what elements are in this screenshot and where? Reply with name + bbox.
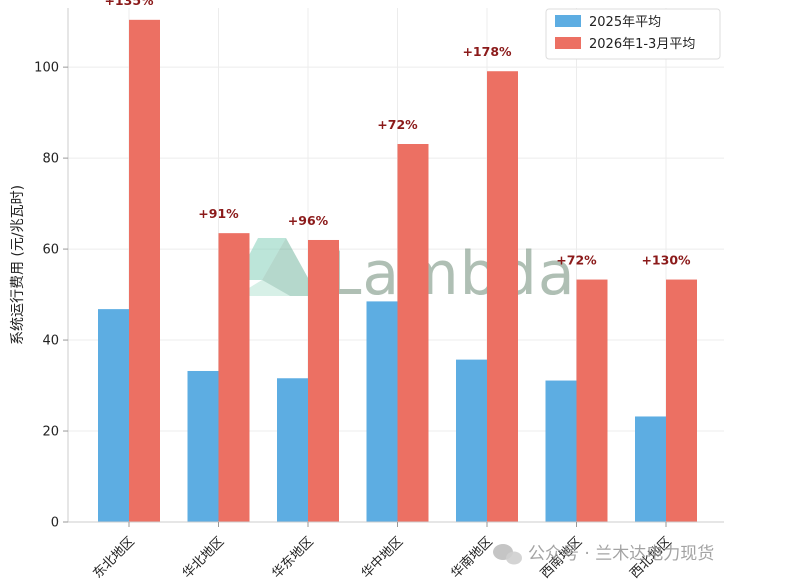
legend: 2025年平均 2026年1-3月平均 [545,8,721,60]
y-tick-label: 60 [42,243,59,258]
wechat-watermark: 公众号 · 兰木达电力现货 [493,544,714,565]
increase-label-4: +72% [377,117,418,132]
y-tick-label: 80 [42,152,59,167]
bar-2025-1 [98,309,129,522]
x-category-label-1: 东北地区 [90,534,137,581]
increase-label-7: +130% [641,253,691,268]
legend-swatch-2026 [555,37,581,49]
bar-2025-5 [456,359,487,522]
wechat-account-text: 公众号 · 兰木达电力现货 [528,544,714,564]
increase-label-3: +96% [288,213,329,228]
y-tick-label: 20 [42,425,59,440]
y-axis-title: 系统运行费用 (元/兆瓦时) [10,185,26,345]
watermark-logo-text: Lambda [328,239,576,309]
bar-2026-6 [576,279,608,522]
bar-2025-3 [277,378,308,522]
x-category-label-3: 华东地区 [269,534,316,581]
legend-label-2026: 2026年1-3月平均 [589,37,695,52]
bar-2026-7 [666,279,697,522]
bar-2026-3 [308,239,339,522]
increase-label-1: +135% [104,0,154,8]
legend-box [545,8,721,60]
bars [98,19,697,523]
bar-2026-4 [397,144,429,522]
increase-label-6: +72% [556,253,597,268]
increase-label-5: +178% [462,44,512,59]
bar-2026-5 [487,71,518,522]
y-tick-label: 0 [51,516,59,531]
wechat-icon [493,544,522,565]
bar-2026-2 [218,233,250,522]
legend-swatch-2025 [555,15,581,27]
x-category-label-2: 华北地区 [180,534,227,581]
bar-2025-2 [187,370,219,522]
x-category-label-5: 华南地区 [448,534,496,582]
legend-label-2025: 2025年平均 [589,15,661,30]
y-tick-labels: 0 20 40 60 80 100 [34,61,68,531]
x-category-label-4: 华中地区 [359,534,406,581]
bar-2026-1 [129,19,160,523]
bar-2025-7 [635,416,666,522]
bar-2025-6 [545,380,577,522]
y-tick-label: 40 [42,334,59,349]
axes [67,8,724,523]
percent-labels: +135% +91% +96% +72% +178% +72% +130% [104,0,691,268]
increase-label-2: +91% [198,206,239,221]
bar-2025-4 [366,301,398,522]
y-tick-label: 100 [34,61,59,76]
